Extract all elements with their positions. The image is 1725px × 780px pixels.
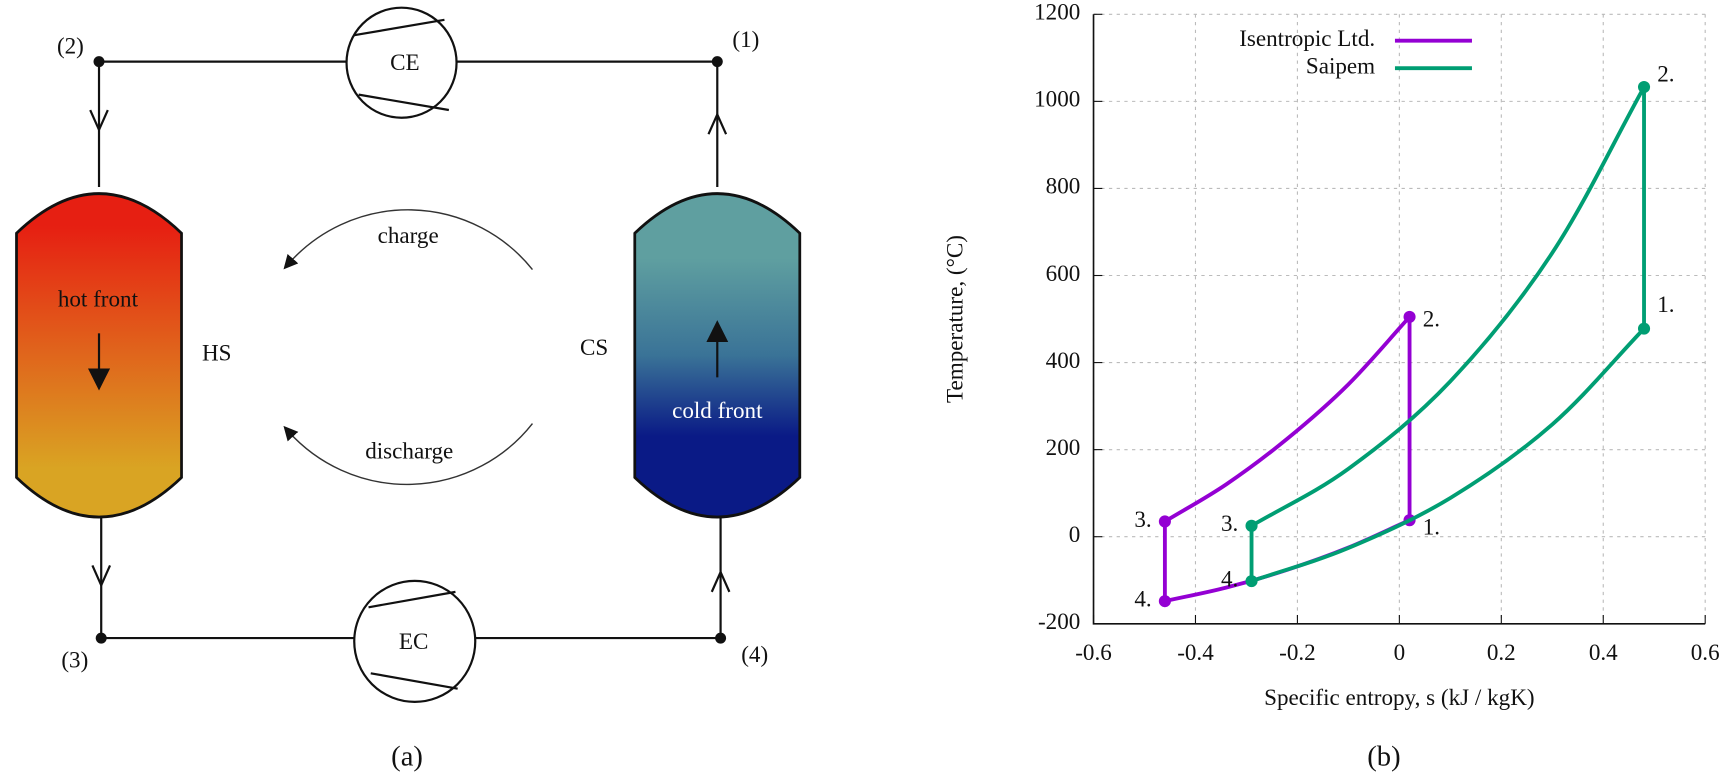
y-tick-label: 600 [1046,260,1081,286]
flow-arrow [89,109,731,593]
point-label: 2. [1657,60,1674,86]
caption: (b) [1367,742,1400,773]
charge-arrow [283,209,534,270]
point-label: 3. [1134,506,1151,532]
chart: Specific entropy, s (kJ / kgK) Temperatu… [941,0,1719,773]
point-label: 2. [1423,306,1440,332]
series-line [1249,86,1646,584]
state-point [1637,80,1651,94]
node-label: (3) [61,647,88,673]
component-label: CE [390,49,420,75]
y-tick-label: 1000 [1034,86,1080,112]
node [95,632,107,644]
diagram: (2) (1) (3) (4) CE EC HS CS hot front co… [15,6,802,773]
y-axis-label: Temperature, (°C) [941,235,967,403]
node-label: (4) [741,641,768,667]
node-label: (1) [732,26,759,52]
x-tick-label: -0.6 [1075,639,1112,665]
y-tick-label: 200 [1046,434,1081,460]
x-tick-label: 0 [1394,639,1406,665]
axis [1092,14,1706,625]
expander-blade [368,590,458,690]
mode-label: discharge [365,438,453,464]
state-point [1245,575,1258,588]
node [711,56,723,68]
state-point [1158,515,1171,528]
y-tick-label: -200 [1038,608,1080,634]
y-tick-label: 1200 [1034,0,1080,25]
state-point [1403,310,1416,323]
y-tick-label: 400 [1046,347,1081,373]
x-tick-label: 0.6 [1691,639,1720,665]
compressor-blade [354,18,450,112]
front-label: hot front [58,286,139,312]
wire [97,61,722,639]
x-axis-label: Specific entropy, s (kJ / kgK) [1264,684,1534,710]
state-point [1245,519,1258,532]
series-line [1162,311,1412,604]
x-tick-label: -0.2 [1279,639,1316,665]
compressor [345,6,458,119]
point-label: 4. [1221,565,1238,591]
x-tick-label: -0.4 [1177,639,1214,665]
component-label: CS [580,334,608,360]
front-label: cold front [672,397,763,423]
discharge-arrow [283,423,534,486]
legend-label: Saipem [1306,53,1375,79]
component-label: HS [202,340,232,366]
point-label: 1. [1423,513,1440,539]
node [715,632,727,644]
state-point [1637,322,1651,335]
mode-label: charge [378,222,439,248]
node-label: (2) [57,33,84,59]
y-tick-label: 800 [1046,173,1081,199]
x-tick-label: 0.2 [1487,639,1516,665]
point-label: 3. [1221,510,1238,536]
point-label: 1. [1657,291,1674,317]
caption: (a) [391,742,423,773]
point-label: 4. [1134,585,1151,611]
component-label: EC [399,628,429,654]
expander [353,579,477,703]
y-tick-label: 0 [1069,521,1081,547]
legend-label: Isentropic Ltd. [1239,25,1375,51]
state-point [1158,595,1171,608]
x-tick-label: 0.4 [1589,639,1618,665]
node [93,56,105,68]
